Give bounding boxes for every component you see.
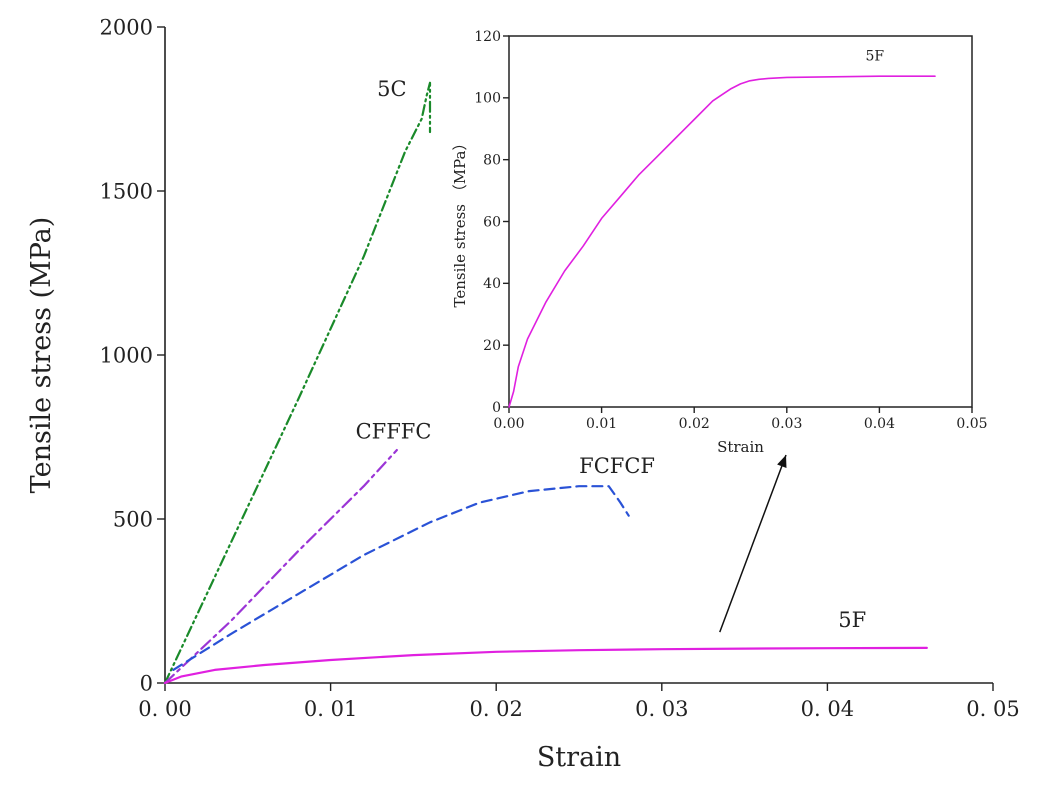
main-series-line-5c xyxy=(163,81,432,685)
inset-y-tick-label: 120 xyxy=(474,29,501,45)
inset-y-axis-label: Tensile stress （MPa） xyxy=(451,136,469,308)
main-arrow-shaft xyxy=(719,454,787,633)
inset-y-tick-label: 0 xyxy=(492,400,501,416)
main-x-tick-label: 0. 04 xyxy=(801,697,854,721)
main-x-tick-label: 0. 01 xyxy=(304,697,357,721)
inset-x-tick-label: 0.01 xyxy=(586,416,617,432)
inset-chart: 0.00 0.01 0.02 0.03 0.04 0.05 0 20 40 60 80 100 120 S… xyxy=(451,29,988,456)
inset-y-tick-label: 40 xyxy=(483,276,501,292)
main-series-label-5f: 5F xyxy=(838,608,866,632)
main-x-tick-label: 0. 03 xyxy=(635,697,688,721)
main-series-label-5c: 5C xyxy=(377,77,406,101)
main-chart: 0. 00 0. 01 0. 02 0. 03 0. 04 0. 050500100015… xyxy=(26,15,1020,773)
main-x-axis-label: Strain xyxy=(537,742,621,773)
inset-plot-frame xyxy=(508,35,973,408)
main-y-tick-label: 0 xyxy=(140,671,153,695)
main-arrow-head xyxy=(777,455,787,469)
main-x-tick-label: 0. 02 xyxy=(469,697,522,721)
inset-y-tick-label: 60 xyxy=(483,214,501,230)
main-series-line-fcfcf xyxy=(172,485,630,672)
main-x-tick-label: 0. 05 xyxy=(966,697,1019,721)
main-series-label-cfffc: CFFFC xyxy=(356,420,432,444)
main-y-tick-label: 500 xyxy=(113,507,153,531)
inset-x-tick-label: 0.04 xyxy=(864,416,895,432)
main-x-tick-label: 0. 00 xyxy=(138,697,191,721)
main-y-tick-label: 1500 xyxy=(100,179,153,203)
main-y-tick-label: 1000 xyxy=(100,343,153,367)
main-series-line-cfffc xyxy=(163,449,398,685)
main-y-tick-label: 2000 xyxy=(100,15,153,39)
main-series-label-fcfcf: FCFCF xyxy=(579,454,655,478)
inset-x-tick-label: 0.05 xyxy=(956,416,987,432)
inset-x-tick-label: 0.03 xyxy=(771,416,802,432)
main-series-line-5f xyxy=(163,646,928,685)
inset-x-tick-label: 0.02 xyxy=(679,416,710,432)
main-y-axis-label: Tensile stress (MPa) xyxy=(26,217,57,494)
inset-y-tick-label: 20 xyxy=(483,338,501,354)
inset-x-axis-label: Strain xyxy=(717,438,764,456)
inset-x-tick-label: 0.00 xyxy=(493,416,524,432)
inset-series-label-5f: 5F xyxy=(865,49,884,65)
inset-y-tick-label: 100 xyxy=(474,91,501,107)
inset-series-line-5f xyxy=(508,75,936,408)
inset-y-tick-label: 80 xyxy=(483,153,501,169)
